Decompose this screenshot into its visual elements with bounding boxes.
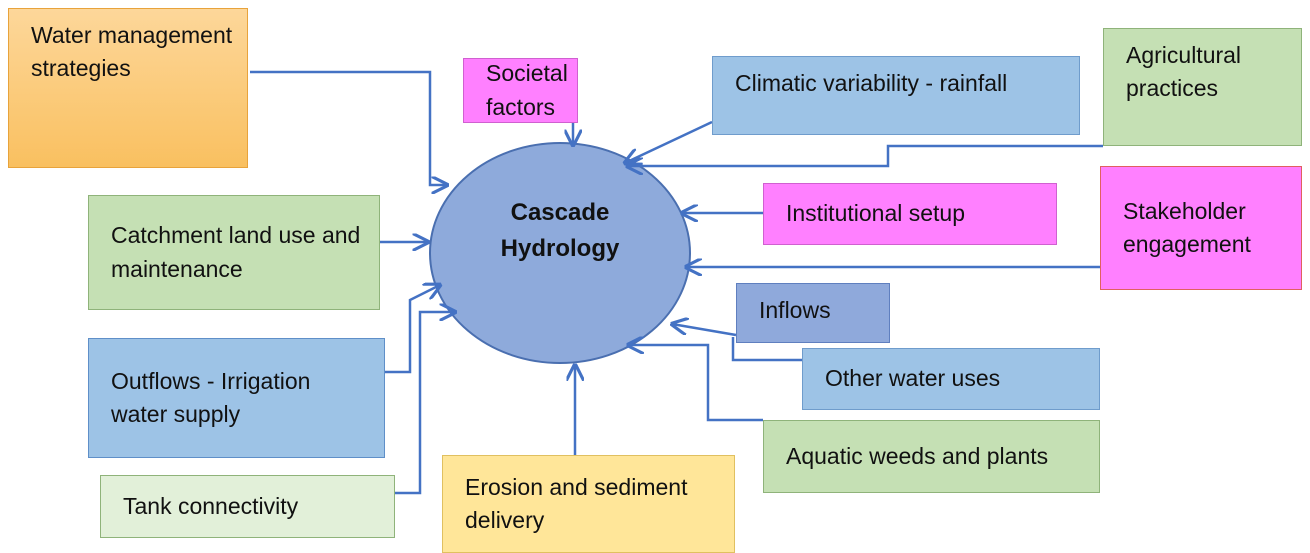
node-box: Aquatic weeds and plants: [763, 420, 1100, 493]
arrow: [628, 345, 763, 422]
arrow: [385, 285, 440, 374]
arrow: [395, 312, 455, 495]
node-box: Climatic variability - rainfall: [712, 56, 1080, 135]
center-label: Cascade Hydrology: [500, 199, 620, 262]
node-box: Societal factors: [463, 58, 578, 123]
node-box: Tank connectivity: [100, 475, 395, 538]
node-box: Agricultural practices: [1103, 28, 1302, 146]
arrows: [250, 70, 1103, 495]
node-box: Inflows: [736, 283, 890, 343]
node-box: Other water uses: [802, 348, 1100, 410]
arrow: [672, 324, 737, 337]
node-box: Erosion and sediment delivery: [442, 455, 735, 553]
node-box: Water management strategies: [8, 8, 248, 168]
arrow-line: [731, 337, 802, 362]
arrow: [625, 120, 713, 163]
node-box: Outflows - Irrigation water supply: [88, 338, 385, 458]
center-ellipse: [429, 142, 691, 364]
arrow: [627, 144, 1103, 166]
node-box: Stakeholder engagement: [1100, 166, 1302, 290]
node-box: Institutional setup: [763, 183, 1057, 245]
node-box: Catchment land use and maintenance: [88, 195, 380, 310]
arrow: [250, 70, 447, 185]
